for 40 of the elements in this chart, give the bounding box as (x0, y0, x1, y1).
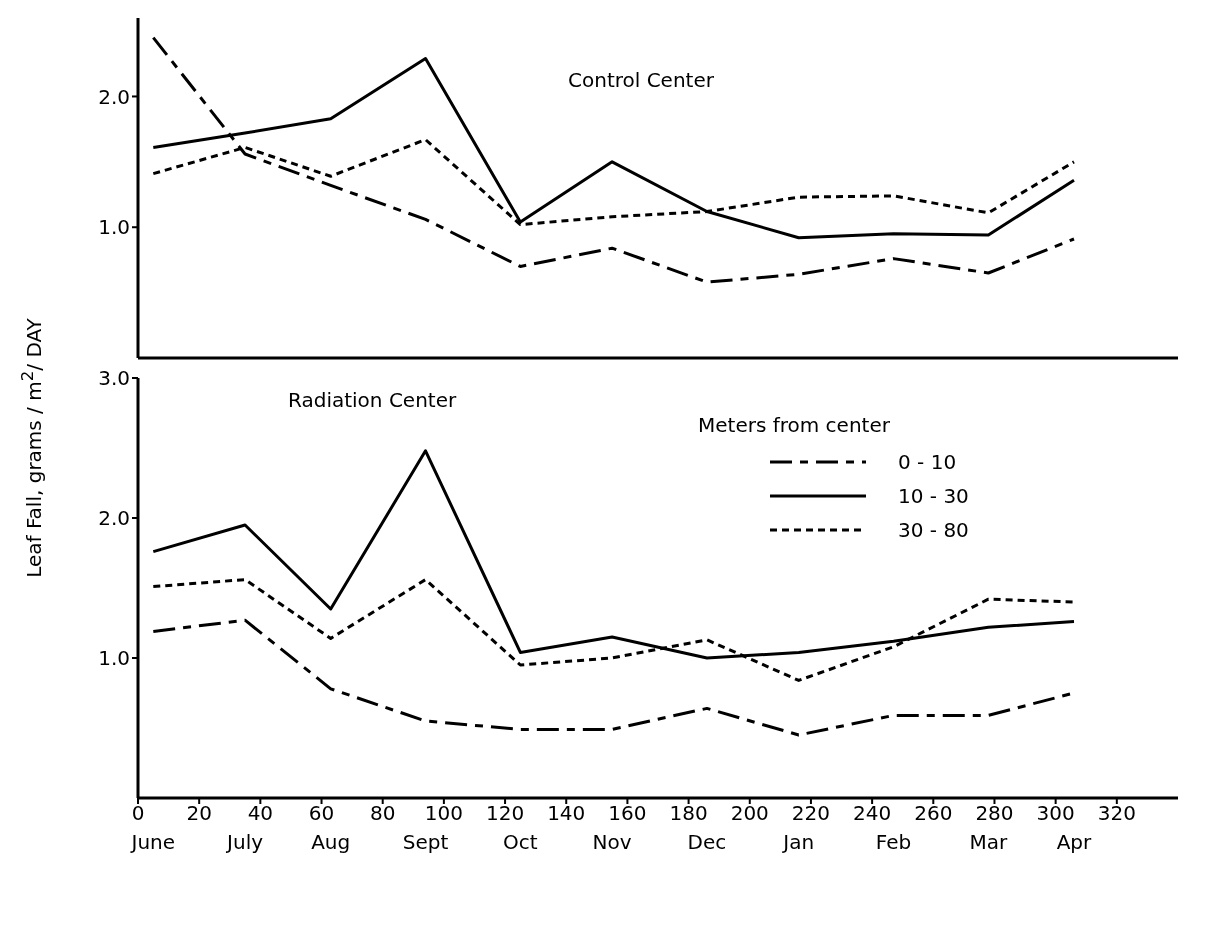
text: Radiation Center (288, 388, 457, 412)
x-tick-label: 300 (1036, 801, 1075, 826)
x-tick-label: 40 (247, 801, 274, 826)
legend-label: 0 - 10 (898, 450, 957, 474)
x-tick-label: 100 (424, 801, 463, 826)
x-tick-label: 220 (791, 801, 831, 826)
y-tick-label: 2.0 (98, 84, 130, 109)
text: July (225, 830, 265, 854)
x-tick-label: 280 (975, 801, 1014, 826)
text: Sept (401, 830, 450, 854)
x-tick-label: 80 (369, 801, 396, 826)
x-tick-label: 240 (853, 801, 892, 826)
text: Jan (781, 830, 816, 854)
text: June (129, 830, 177, 854)
x-tick-label: 180 (669, 801, 708, 826)
y-tick-label: 2.0 (98, 506, 130, 531)
y-tick-label: 3.0 (98, 366, 130, 391)
text: Apr (1055, 830, 1093, 854)
text: Nov (591, 830, 633, 854)
x-tick-label: 120 (485, 801, 525, 826)
x-tick-label: 200 (730, 801, 769, 826)
text: Mar (968, 830, 1009, 854)
text: Aug (310, 830, 352, 854)
x-tick-label: 160 (608, 801, 647, 826)
x-tick-label: 140 (547, 801, 586, 826)
text: Dec (686, 830, 728, 854)
legend-title: Meters from center (698, 413, 891, 437)
x-tick-label: 260 (914, 801, 953, 826)
legend-label: 10 - 30 (898, 484, 969, 508)
legend-label: 30 - 80 (898, 518, 969, 542)
text: Oct (502, 830, 539, 854)
y-tick-label: 1.0 (98, 646, 130, 671)
x-tick-label: 20 (186, 801, 212, 826)
text: Feb (874, 830, 913, 854)
x-tick-label: 320 (1097, 801, 1136, 826)
y-tick-label: 1.0 (98, 215, 130, 240)
text: Control Center (568, 68, 714, 92)
line-series (151, 36, 1076, 284)
x-tick-label: 0 (131, 801, 145, 826)
x-tick-label: 60 (308, 801, 335, 826)
